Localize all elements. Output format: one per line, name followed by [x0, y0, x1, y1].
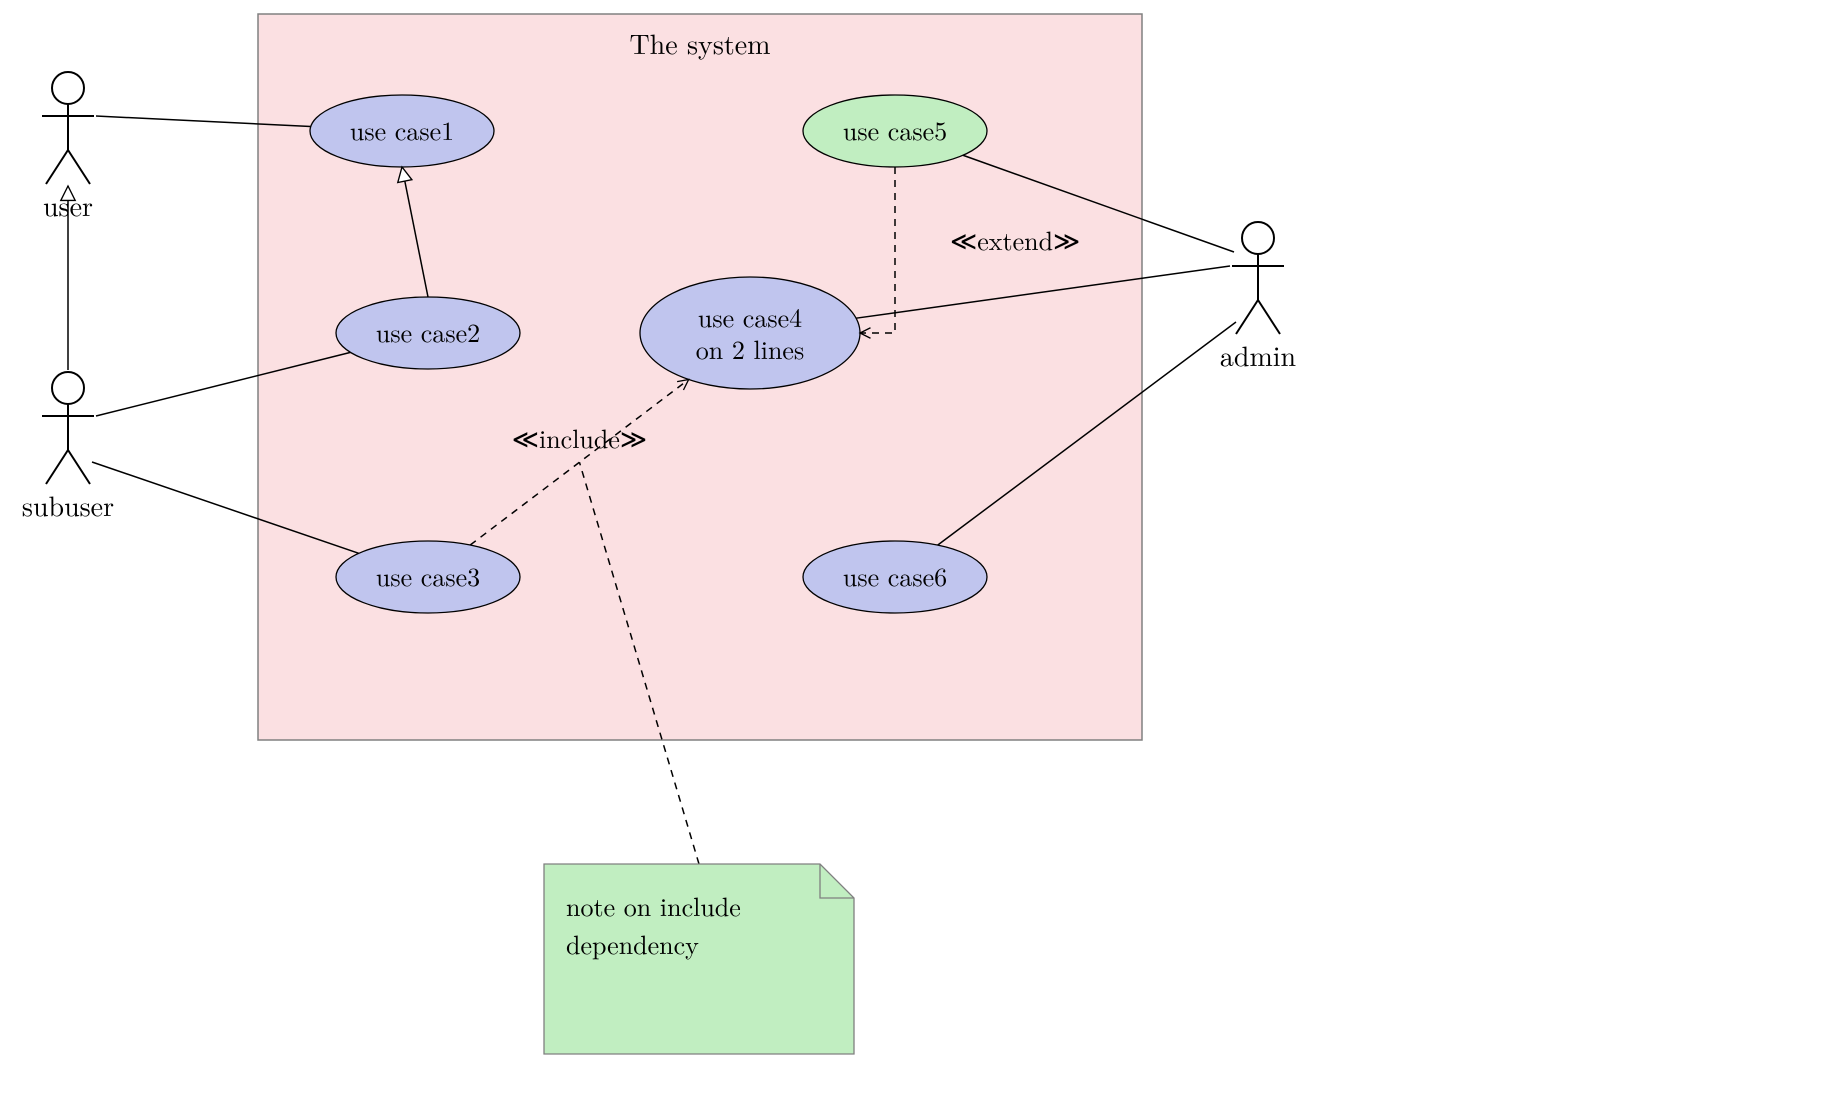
usecase-uc3: use case3 — [336, 541, 520, 613]
actor-admin: admin — [1220, 222, 1296, 375]
actor-subuser-label: subuser — [22, 485, 114, 525]
usecase-uc3-label: use case3 — [376, 557, 480, 594]
usecase-uc6-label: use case6 — [843, 557, 947, 594]
usecase-uc5: use case5 — [803, 95, 987, 167]
usecase-uc1: use case1 — [310, 95, 494, 167]
label-extend: ≪extend≫ — [950, 221, 1080, 258]
usecase-uc2: use case2 — [336, 297, 520, 369]
usecase-uc4: use case4on 2 lines — [640, 277, 860, 389]
system-title: The system — [629, 23, 770, 63]
note-line-2: dependency — [566, 925, 699, 962]
actor-subuser: subuser — [22, 372, 114, 525]
usecase-uc1-label: use case1 — [350, 111, 454, 148]
usecase-uc6: use case6 — [803, 541, 987, 613]
usecase-uc5-label: use case5 — [843, 111, 947, 148]
usecase-uc4-label-line2: on 2 lines — [696, 330, 804, 367]
actor-admin-label: admin — [1220, 335, 1296, 375]
label-include: ≪include≫ — [512, 419, 647, 456]
note: note on includedependency — [544, 864, 854, 1054]
usecase-uc2-label: use case2 — [376, 313, 480, 350]
note-line-1: note on include — [566, 887, 741, 924]
